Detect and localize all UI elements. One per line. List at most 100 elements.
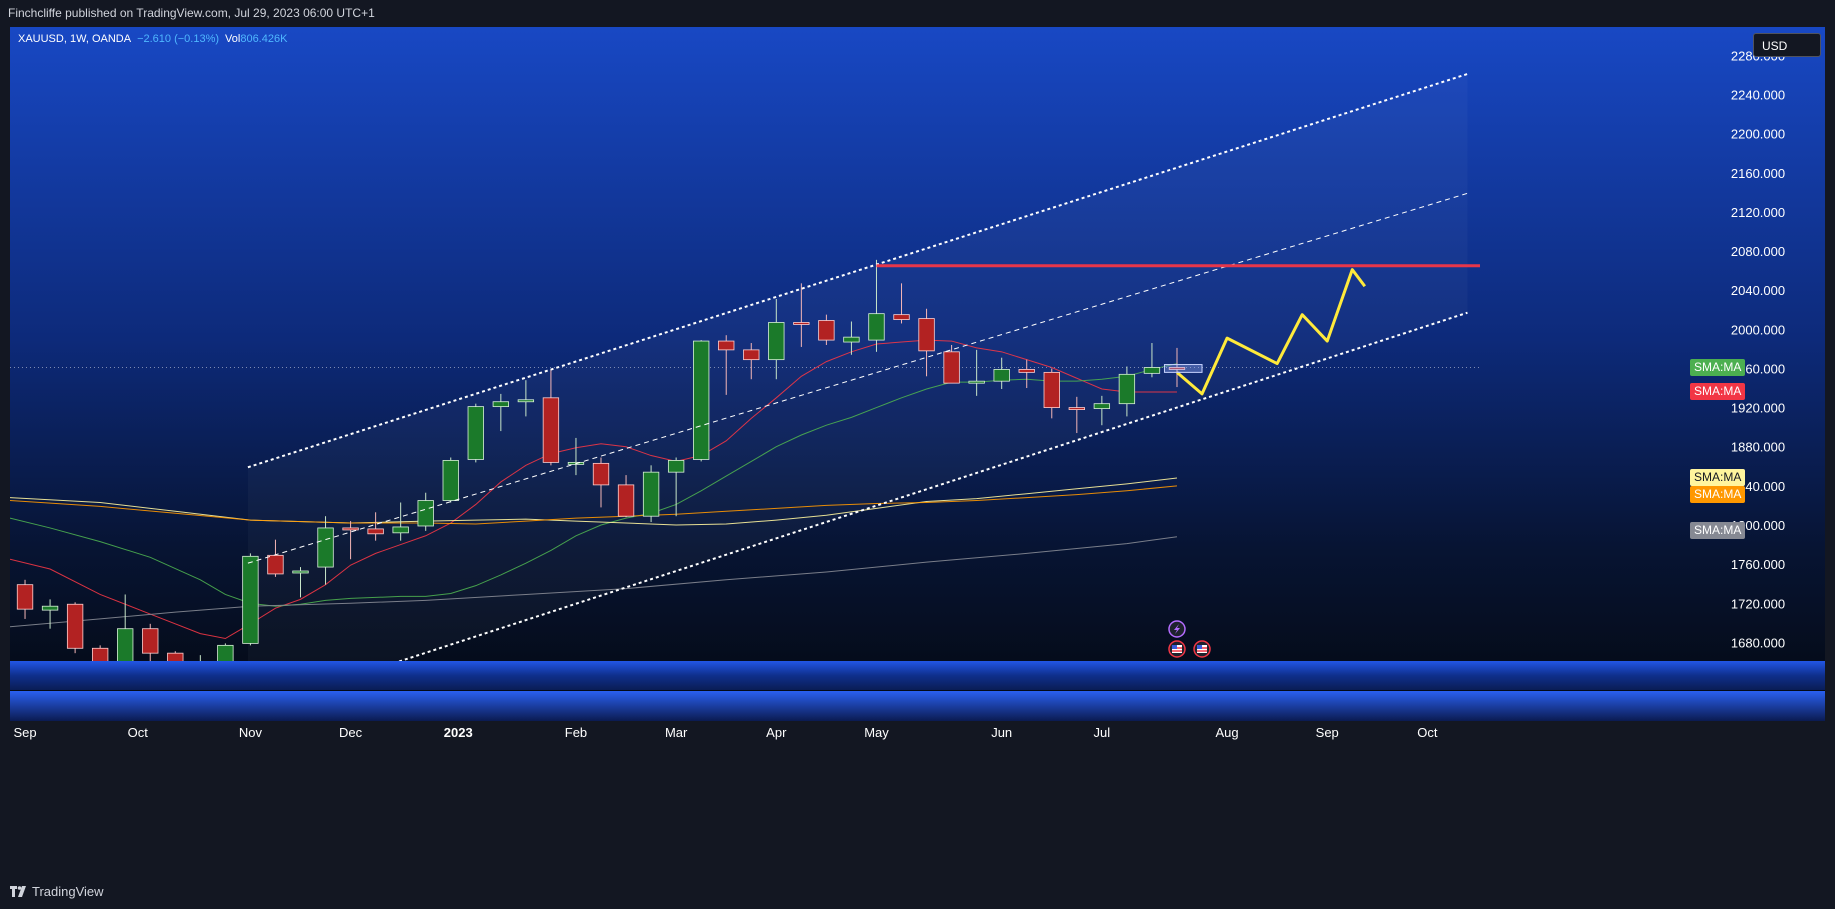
candle-body: [217, 644, 234, 661]
time-tick-label: 2023: [444, 725, 473, 740]
candle-body: [142, 628, 159, 654]
candle: [91, 645, 109, 661]
price-tick-label: 2200.000: [1731, 127, 1785, 142]
price-tick-label: 2240.000: [1731, 87, 1785, 102]
channel-middle-line: [247, 192, 1468, 564]
candle-body: [1068, 407, 1085, 410]
candle: [718, 335, 735, 395]
candle: [542, 369, 560, 466]
candle-body: [66, 603, 84, 649]
candle-body: [1043, 371, 1060, 408]
candle-body: [793, 322, 810, 325]
candle-body: [417, 500, 434, 527]
candle-body: [843, 336, 860, 343]
time-tick-label: Sep: [1316, 725, 1339, 740]
candle-body: [1168, 367, 1186, 370]
flag-canton: [1171, 645, 1177, 649]
candle: [16, 579, 34, 619]
candle-body: [16, 584, 34, 610]
lightning-icon: [1168, 620, 1186, 638]
candle-body: [117, 628, 134, 661]
candle: [1018, 359, 1035, 389]
candle-body: [242, 555, 259, 644]
time-tick-label: Oct: [1417, 725, 1438, 740]
candle: [467, 403, 484, 463]
candle: [818, 314, 835, 345]
sma-label: SMA:MA: [1690, 469, 1746, 487]
us-flag-icon: [1193, 640, 1211, 658]
candle-body: [1118, 373, 1136, 405]
candle-body: [642, 471, 660, 517]
time-tick-label: Jul: [1094, 725, 1111, 740]
sma-line-5: [10, 536, 1178, 628]
candle-body: [167, 652, 184, 661]
candle: [868, 259, 885, 352]
footer-bar: TradingView: [0, 873, 1835, 909]
candle-body: [718, 340, 735, 351]
event-markers: [1168, 620, 1211, 658]
candle: [642, 465, 660, 523]
candle: [1043, 368, 1060, 419]
candle: [893, 283, 910, 324]
candle-body: [41, 605, 59, 611]
price-tick-label: 2120.000: [1731, 205, 1785, 220]
plot-area: [10, 73, 1480, 661]
lightning-glyph: [1173, 624, 1180, 634]
flag-canton: [1197, 645, 1203, 649]
candle-body: [617, 484, 635, 517]
candle: [392, 502, 409, 541]
candle-body: [517, 399, 535, 403]
candle: [693, 340, 710, 462]
candle: [342, 521, 359, 560]
price-tick-label: 2040.000: [1731, 283, 1785, 298]
candle: [1093, 395, 1111, 426]
candle: [743, 343, 760, 380]
time-tick-label: Jun: [991, 725, 1012, 740]
candle: [1068, 396, 1085, 434]
candle: [117, 594, 134, 661]
candle-body: [868, 313, 885, 341]
chart-background: [10, 27, 1825, 721]
vol-value: 806.426K: [240, 33, 288, 45]
channel-lower-line: [397, 311, 1468, 661]
currency-button[interactable]: USD: [1753, 33, 1821, 57]
candle: [1118, 366, 1136, 417]
candle-body: [267, 554, 284, 575]
candle-body: [667, 460, 685, 473]
candle-body: [1093, 403, 1111, 409]
price-tick-label: 2080.000: [1731, 244, 1785, 259]
candle: [993, 357, 1010, 390]
price-chart[interactable]: Sep Oct Nov Dec 2023 Feb Mar Apr May Jun Jul Aug Sep…: [10, 27, 1825, 873]
candle-body: [342, 527, 359, 531]
time-tick-label: Sep: [13, 725, 36, 740]
price-change: −2.610 (−0.13%): [137, 33, 220, 45]
projection-path: [1176, 268, 1367, 396]
candle: [843, 321, 860, 355]
publish-text: Finchcliffe published on TradingView.com…: [8, 6, 375, 20]
candle: [442, 457, 459, 503]
price-tick-label: 1920.000: [1731, 401, 1785, 416]
candle: [592, 457, 610, 508]
symbol-label: XAUUSD, 1W, OANDA: [18, 33, 132, 45]
time-tick-label: Oct: [128, 725, 149, 740]
tradingview-logo[interactable]: TradingView: [10, 884, 104, 899]
sma-label: SMA:MA: [1690, 485, 1746, 503]
sma-label: SMA:MA: [1690, 359, 1746, 377]
candle-body: [592, 462, 610, 486]
candle-body: [943, 351, 960, 384]
candle-body: [1018, 369, 1035, 373]
candle: [142, 623, 159, 661]
price-tick-label: 2160.000: [1731, 166, 1785, 181]
tradingview-logo-icon: [10, 885, 26, 897]
candle-body: [893, 314, 910, 320]
time-tick-label: Dec: [339, 725, 363, 740]
candle: [242, 553, 259, 646]
time-tick-label: Aug: [1215, 725, 1238, 740]
candle: [768, 298, 785, 380]
time-tick-label: Apr: [766, 725, 787, 740]
price-tick-label: 1720.000: [1731, 596, 1785, 611]
candle-body: [918, 318, 935, 352]
candle-body: [818, 320, 835, 341]
candle: [1143, 343, 1161, 378]
time-tick-label: Feb: [565, 725, 587, 740]
